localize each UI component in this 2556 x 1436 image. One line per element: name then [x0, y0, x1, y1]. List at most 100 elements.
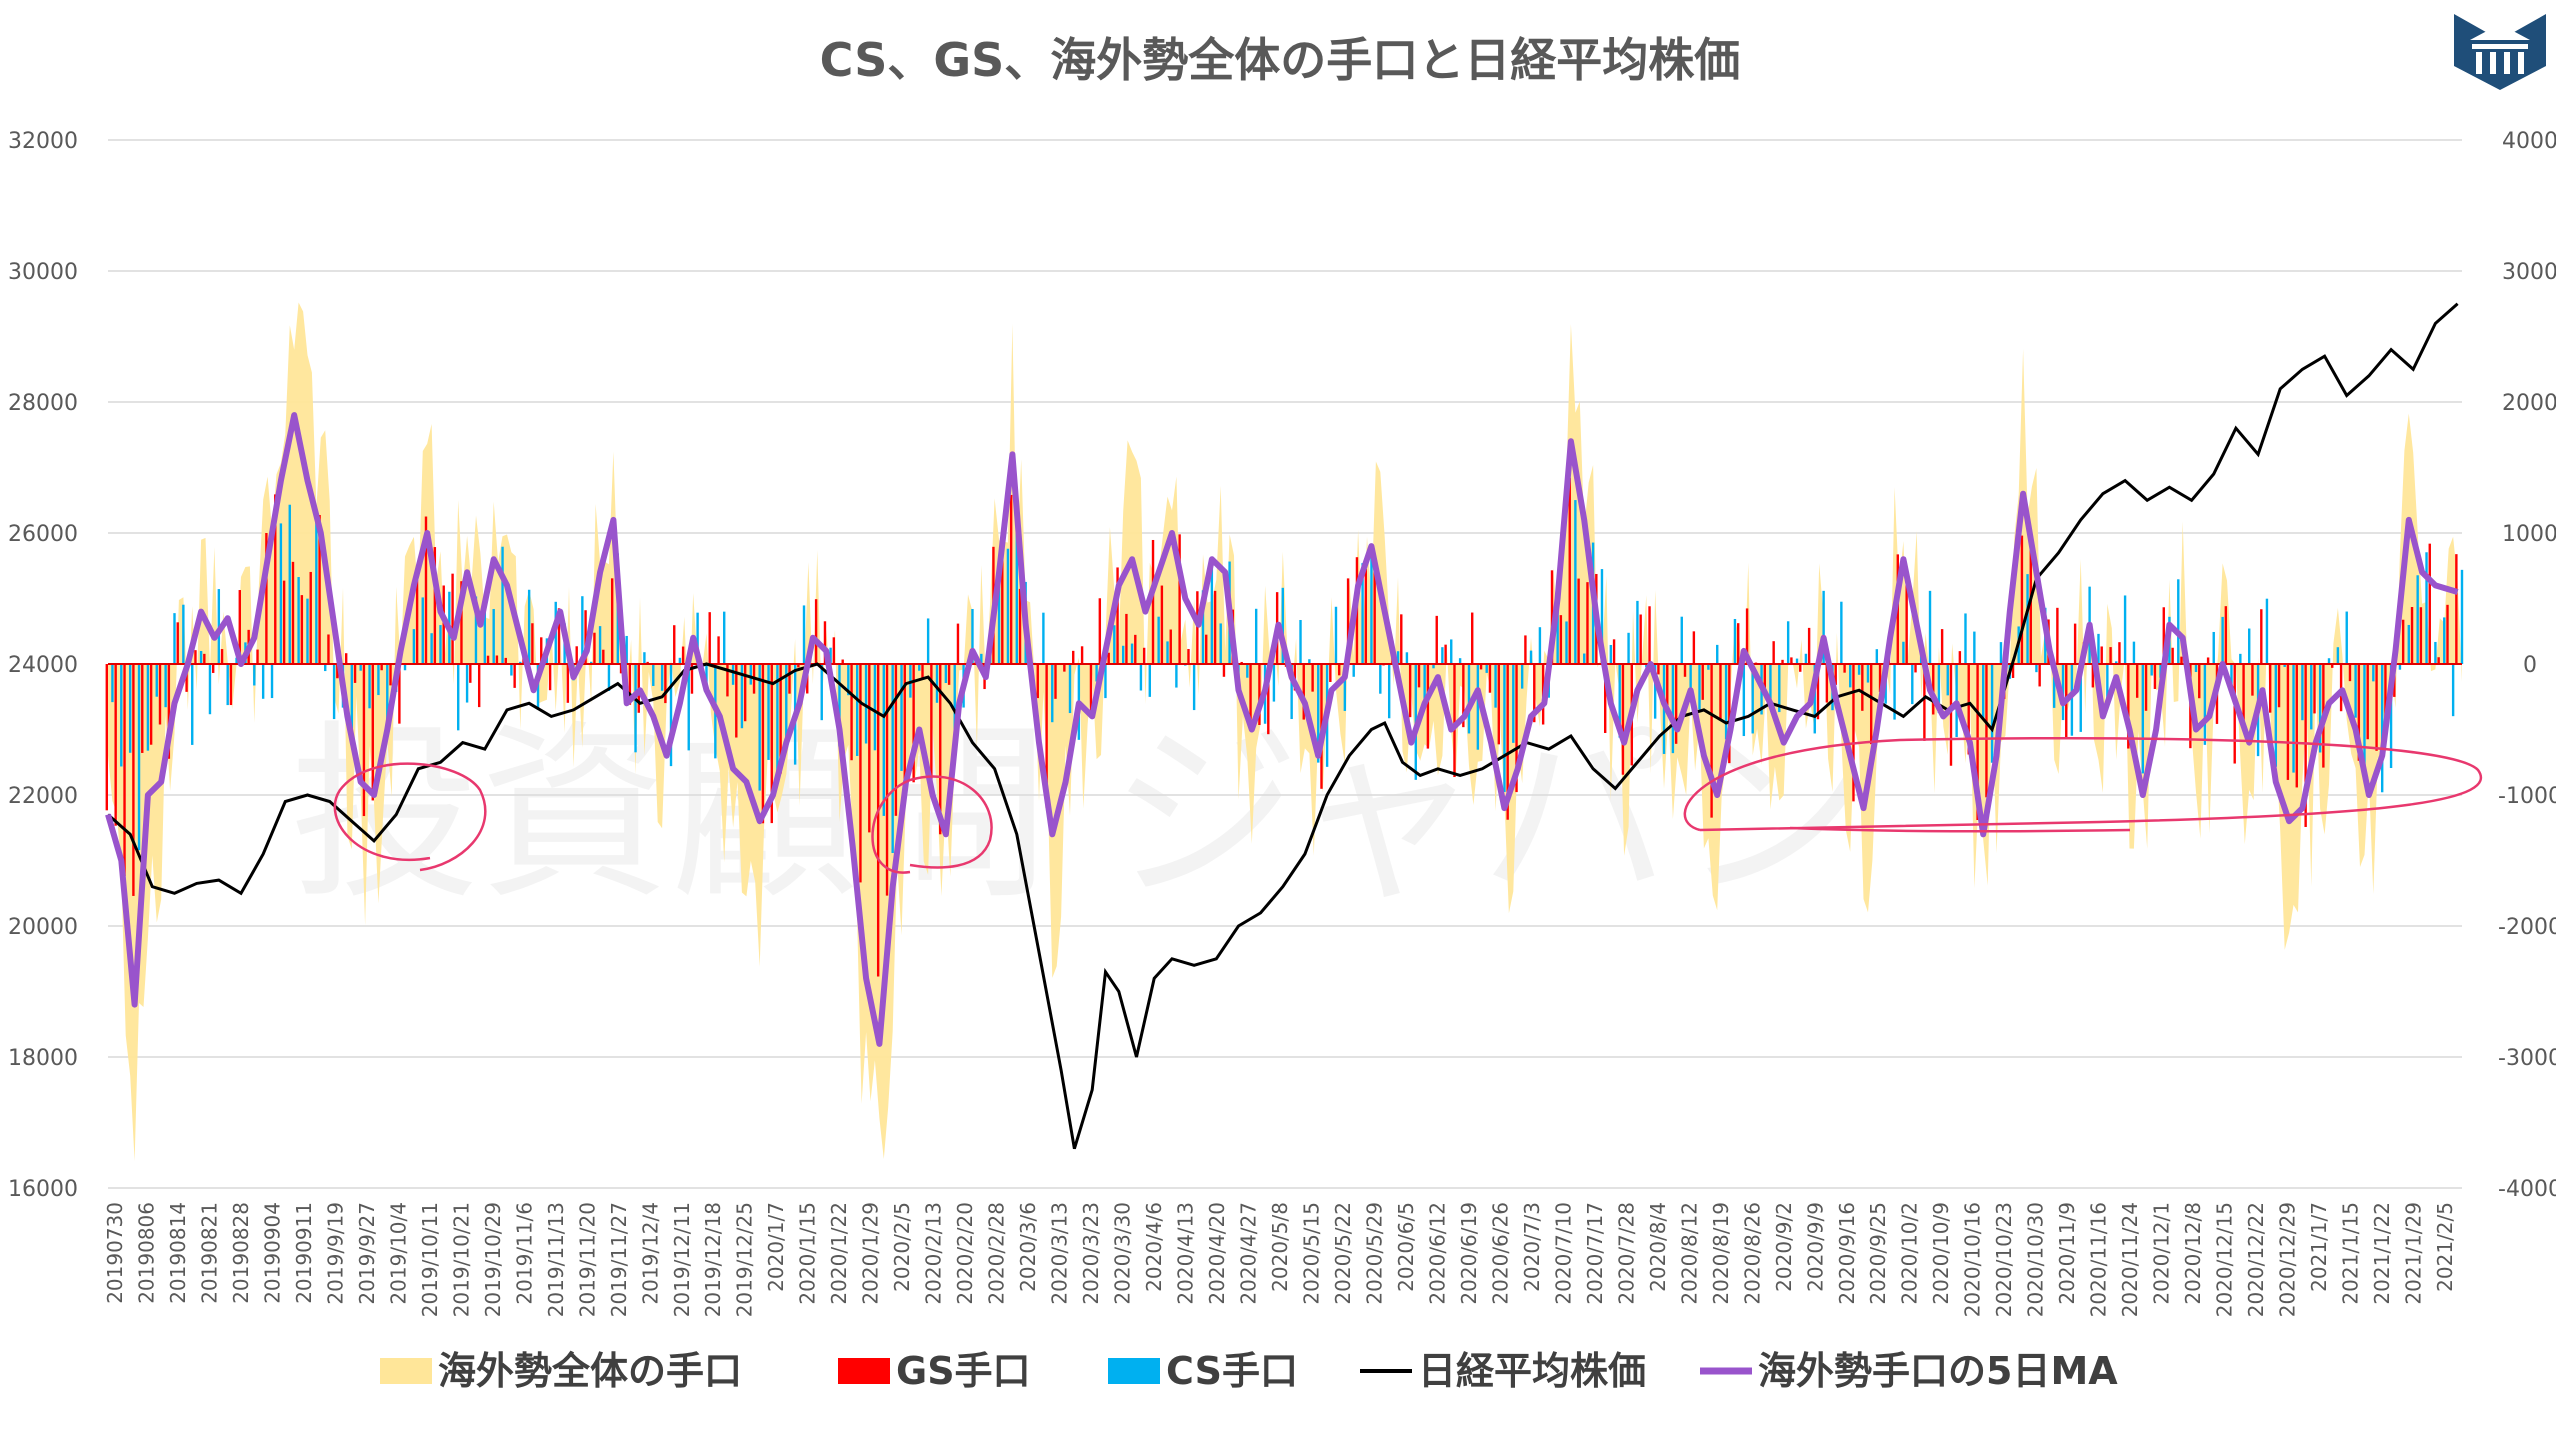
x-tick-label: 20190730	[103, 1202, 127, 1304]
gs-bar	[939, 664, 942, 835]
gs-bar	[876, 664, 880, 977]
x-tick-label: 2020/7/17	[1583, 1202, 1607, 1305]
cs-bar	[155, 664, 158, 697]
gs-bar	[557, 608, 561, 664]
x-tick-label: 2019/9/19	[323, 1202, 347, 1305]
gs-bar	[548, 664, 552, 691]
gs-bar	[336, 664, 339, 679]
gs-bar	[2375, 664, 2378, 751]
x-tick-label: 2019/10/29	[481, 1202, 505, 1317]
gs-bar	[2366, 664, 2369, 740]
chart-title: CS、GS、海外勢全体の手口と日経平均株価	[820, 33, 1741, 87]
cs-bar	[2318, 664, 2322, 753]
x-tick-label: 2019/12/11	[670, 1202, 694, 1317]
gs-bar	[1861, 664, 1864, 711]
cs-bar	[723, 611, 726, 664]
cs-bar	[2203, 664, 2207, 745]
gs-bar	[1249, 664, 1252, 727]
cs-bar	[226, 664, 229, 706]
cs-bar	[838, 664, 841, 747]
cs-bar	[1494, 664, 1497, 708]
gs-bar	[797, 664, 800, 668]
cs-bar	[1104, 664, 1107, 699]
right-tick-label: -4000	[2498, 1177, 2556, 1202]
cs-bar	[2398, 664, 2402, 670]
x-tick-label: 2019/11/20	[575, 1202, 599, 1317]
gs-bar	[495, 655, 499, 664]
gs-bar	[770, 664, 773, 824]
gs-bar	[2295, 664, 2298, 788]
cs-bar	[1157, 616, 1160, 664]
gs-bar	[2038, 664, 2041, 687]
cs-bar	[1618, 664, 1621, 738]
gs-bar	[841, 659, 844, 664]
cs-bar	[1565, 621, 1568, 664]
cs-bar	[2354, 664, 2357, 718]
gs-bar	[664, 664, 667, 704]
x-tick-label: 2020/4/20	[1205, 1202, 1229, 1305]
cs-bar	[1946, 664, 1949, 696]
gs-bar	[141, 664, 144, 753]
cs-bar	[1529, 650, 1533, 664]
cs-bar	[1095, 664, 1098, 682]
gs-bar	[238, 590, 241, 664]
gs-bar	[1506, 664, 1509, 820]
gs-bar	[327, 634, 330, 664]
cs-bar	[2035, 664, 2038, 673]
cs-bar	[1210, 564, 1214, 664]
gs-bar	[442, 585, 445, 664]
cs-bar	[332, 664, 336, 720]
gs-bar	[167, 664, 171, 759]
cs-bar	[1343, 664, 1347, 711]
gs-bar	[646, 661, 649, 664]
gs-bar	[1142, 647, 1146, 664]
gs-bar	[389, 664, 392, 686]
gs-bar	[531, 623, 534, 664]
gs-bar	[673, 625, 676, 664]
gs-bar	[1196, 591, 1199, 664]
cs-bar	[1583, 653, 1586, 664]
cs-bar	[660, 664, 664, 691]
gs-bar	[584, 610, 587, 664]
cs-bar	[253, 664, 256, 686]
gs-bar	[2437, 657, 2440, 664]
cs-bar	[1317, 664, 1320, 763]
gs-bar	[1338, 664, 1341, 676]
gs-bar	[2313, 664, 2316, 714]
gs-bar	[256, 649, 259, 664]
x-tick-label: 2020/11/24	[2118, 1202, 2142, 1317]
cs-bar	[2274, 664, 2278, 767]
gs-bar	[2419, 607, 2423, 664]
gs-bar	[176, 622, 179, 664]
x-tick-label: 2020/12/22	[2244, 1202, 2268, 1317]
gs-bar	[2251, 664, 2254, 696]
left-tick-label: 26000	[8, 522, 78, 547]
gs-bar	[1621, 664, 1625, 775]
legend-label: CS手口	[1166, 1349, 1298, 1393]
gs-bar	[132, 664, 135, 896]
gs-bar	[1009, 494, 1013, 664]
cs-bar	[918, 664, 921, 671]
gs-bar	[1728, 664, 1731, 764]
x-tick-label: 2020/9/9	[1803, 1202, 1827, 1292]
left-tick-label: 30000	[8, 260, 78, 285]
gs-bar	[1497, 664, 1501, 745]
cs-bar	[2150, 664, 2153, 676]
gs-bar	[1151, 539, 1155, 664]
gs-bar	[1240, 661, 1243, 664]
gs-bar	[2233, 664, 2236, 764]
cs-bar	[935, 664, 939, 703]
x-tick-label: 2020/8/4	[1646, 1202, 1670, 1292]
cs-bar	[864, 664, 868, 744]
cs-bar	[1937, 664, 1941, 714]
x-tick-label: 2020/1/22	[827, 1202, 851, 1305]
cs-bar	[2381, 664, 2384, 793]
annotation-circle-2	[871, 775, 993, 874]
cs-bar	[1742, 664, 1746, 737]
x-tick-label: 2020/10/16	[1961, 1202, 1985, 1317]
cs-bar	[980, 653, 983, 664]
cs-bar	[1538, 627, 1542, 664]
cs-bar	[2416, 575, 2419, 664]
cs-bar	[510, 664, 513, 676]
cs-bar	[856, 664, 859, 756]
